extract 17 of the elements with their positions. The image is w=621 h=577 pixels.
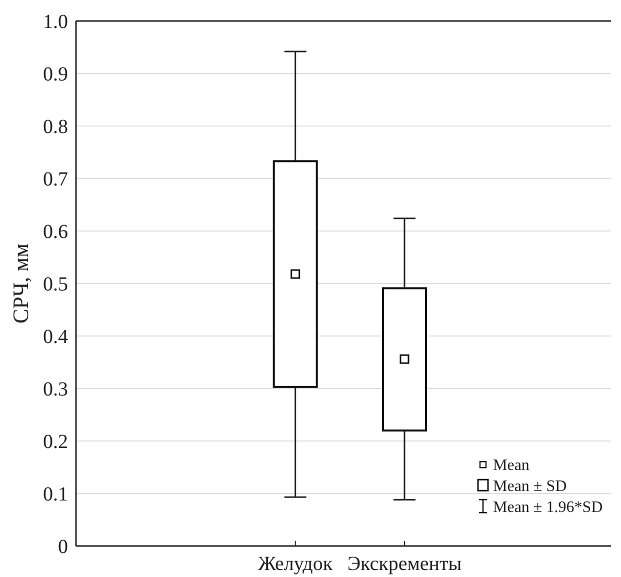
y-tick-label: 0.8 [43,116,68,138]
y-tick-label: 1.0 [43,11,68,33]
annotation: Mean ± SD [493,478,567,496]
y-tick-label: 0.4 [43,326,68,348]
y-tick-label: 0.1 [43,484,68,506]
annotation: Mean ± 1.96*SD [493,499,603,516]
y-tick-label: 0.3 [43,378,68,400]
y-tick-label: 0.7 [43,168,68,190]
y-tick-label: 0.9 [43,64,68,86]
y-tick-label: 0.5 [43,274,68,296]
y-axis-title: СРЧ, мм [8,243,33,324]
y-tick-label: 0 [58,536,68,558]
x-tick-label: Желудок [258,553,333,575]
annotation: Mean [493,457,530,474]
y-tick-label: 0.2 [43,431,68,453]
x-tick-label: Экскременты [347,553,462,575]
y-tick-label: 0.6 [43,221,68,243]
